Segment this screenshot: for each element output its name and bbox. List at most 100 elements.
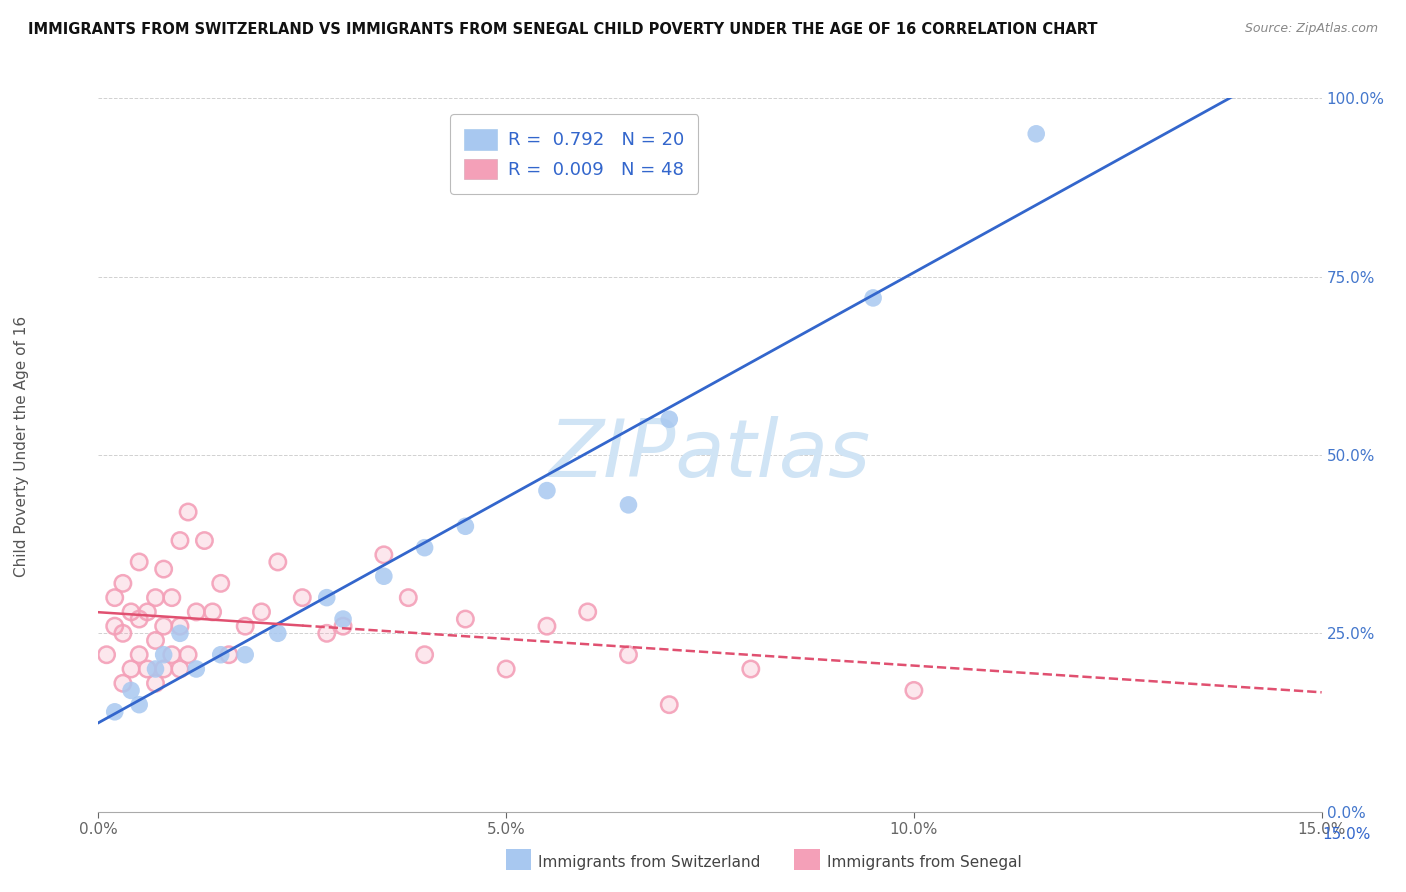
Point <box>576 605 599 619</box>
Point <box>152 562 174 576</box>
Point <box>111 576 134 591</box>
Point <box>267 555 290 569</box>
Point <box>145 633 167 648</box>
Point <box>128 555 150 569</box>
Point <box>152 619 174 633</box>
Point <box>128 612 150 626</box>
Point <box>658 698 681 712</box>
Point <box>152 562 174 576</box>
Point <box>536 483 558 498</box>
Point <box>186 605 208 619</box>
Point <box>536 619 558 633</box>
Point <box>186 662 208 676</box>
Point <box>111 676 134 690</box>
Point <box>177 505 200 519</box>
Point <box>145 591 167 605</box>
Point <box>186 605 208 619</box>
Point <box>152 648 174 662</box>
Point <box>160 591 183 605</box>
Point <box>315 626 337 640</box>
Point <box>373 548 395 562</box>
Point <box>740 662 762 676</box>
Point <box>315 591 337 605</box>
Point <box>373 569 395 583</box>
Point <box>128 555 150 569</box>
Point <box>193 533 215 548</box>
Point <box>454 612 477 626</box>
Legend: R =  0.792   N = 20, R =  0.009   N = 48: R = 0.792 N = 20, R = 0.009 N = 48 <box>450 114 699 194</box>
Point <box>267 626 290 640</box>
Point <box>658 698 681 712</box>
Point <box>120 662 142 676</box>
Point <box>177 648 200 662</box>
Point <box>576 605 599 619</box>
Point <box>218 648 240 662</box>
Point <box>111 576 134 591</box>
Point <box>104 705 127 719</box>
Point <box>136 662 159 676</box>
Point <box>169 662 191 676</box>
Point <box>145 676 167 690</box>
Point <box>169 626 191 640</box>
Point <box>740 662 762 676</box>
Point <box>152 662 174 676</box>
Point <box>209 648 232 662</box>
Point <box>145 676 167 690</box>
Point <box>201 605 224 619</box>
Point <box>218 648 240 662</box>
Point <box>332 619 354 633</box>
Point <box>209 576 232 591</box>
Point <box>96 648 118 662</box>
Point <box>169 533 191 548</box>
Point <box>315 626 337 640</box>
Text: Immigrants from Switzerland: Immigrants from Switzerland <box>538 855 761 870</box>
Point <box>104 591 127 605</box>
Point <box>177 505 200 519</box>
Point <box>128 698 150 712</box>
Point <box>617 498 640 512</box>
Point <box>332 619 354 633</box>
Point <box>177 648 200 662</box>
Point <box>332 612 354 626</box>
Point <box>152 619 174 633</box>
Point <box>201 605 224 619</box>
Point <box>617 648 640 662</box>
Point <box>233 619 256 633</box>
Point <box>160 648 183 662</box>
Point <box>169 619 191 633</box>
Point <box>145 633 167 648</box>
Point <box>128 612 150 626</box>
Point <box>169 533 191 548</box>
Point <box>495 662 517 676</box>
Text: ZIPatlas: ZIPatlas <box>548 416 872 494</box>
Point <box>104 591 127 605</box>
Point <box>128 648 150 662</box>
Point <box>136 662 159 676</box>
Point <box>233 648 256 662</box>
Point <box>396 591 419 605</box>
Text: 15.0%: 15.0% <box>1323 827 1371 841</box>
Point <box>120 605 142 619</box>
Point <box>495 662 517 676</box>
Point <box>617 648 640 662</box>
Point <box>536 619 558 633</box>
Text: IMMIGRANTS FROM SWITZERLAND VS IMMIGRANTS FROM SENEGAL CHILD POVERTY UNDER THE A: IMMIGRANTS FROM SWITZERLAND VS IMMIGRANT… <box>28 22 1098 37</box>
Point <box>104 619 127 633</box>
Point <box>120 662 142 676</box>
Point <box>862 291 884 305</box>
Point <box>454 519 477 533</box>
Point <box>454 612 477 626</box>
Text: Child Poverty Under the Age of 16: Child Poverty Under the Age of 16 <box>14 316 28 576</box>
Point <box>111 626 134 640</box>
Point <box>169 619 191 633</box>
Point <box>209 576 232 591</box>
Point <box>291 591 314 605</box>
Point <box>145 662 167 676</box>
Point <box>250 605 273 619</box>
Point <box>373 548 395 562</box>
Point <box>145 591 167 605</box>
Point <box>193 533 215 548</box>
Point <box>111 676 134 690</box>
Point <box>152 662 174 676</box>
Point <box>267 555 290 569</box>
